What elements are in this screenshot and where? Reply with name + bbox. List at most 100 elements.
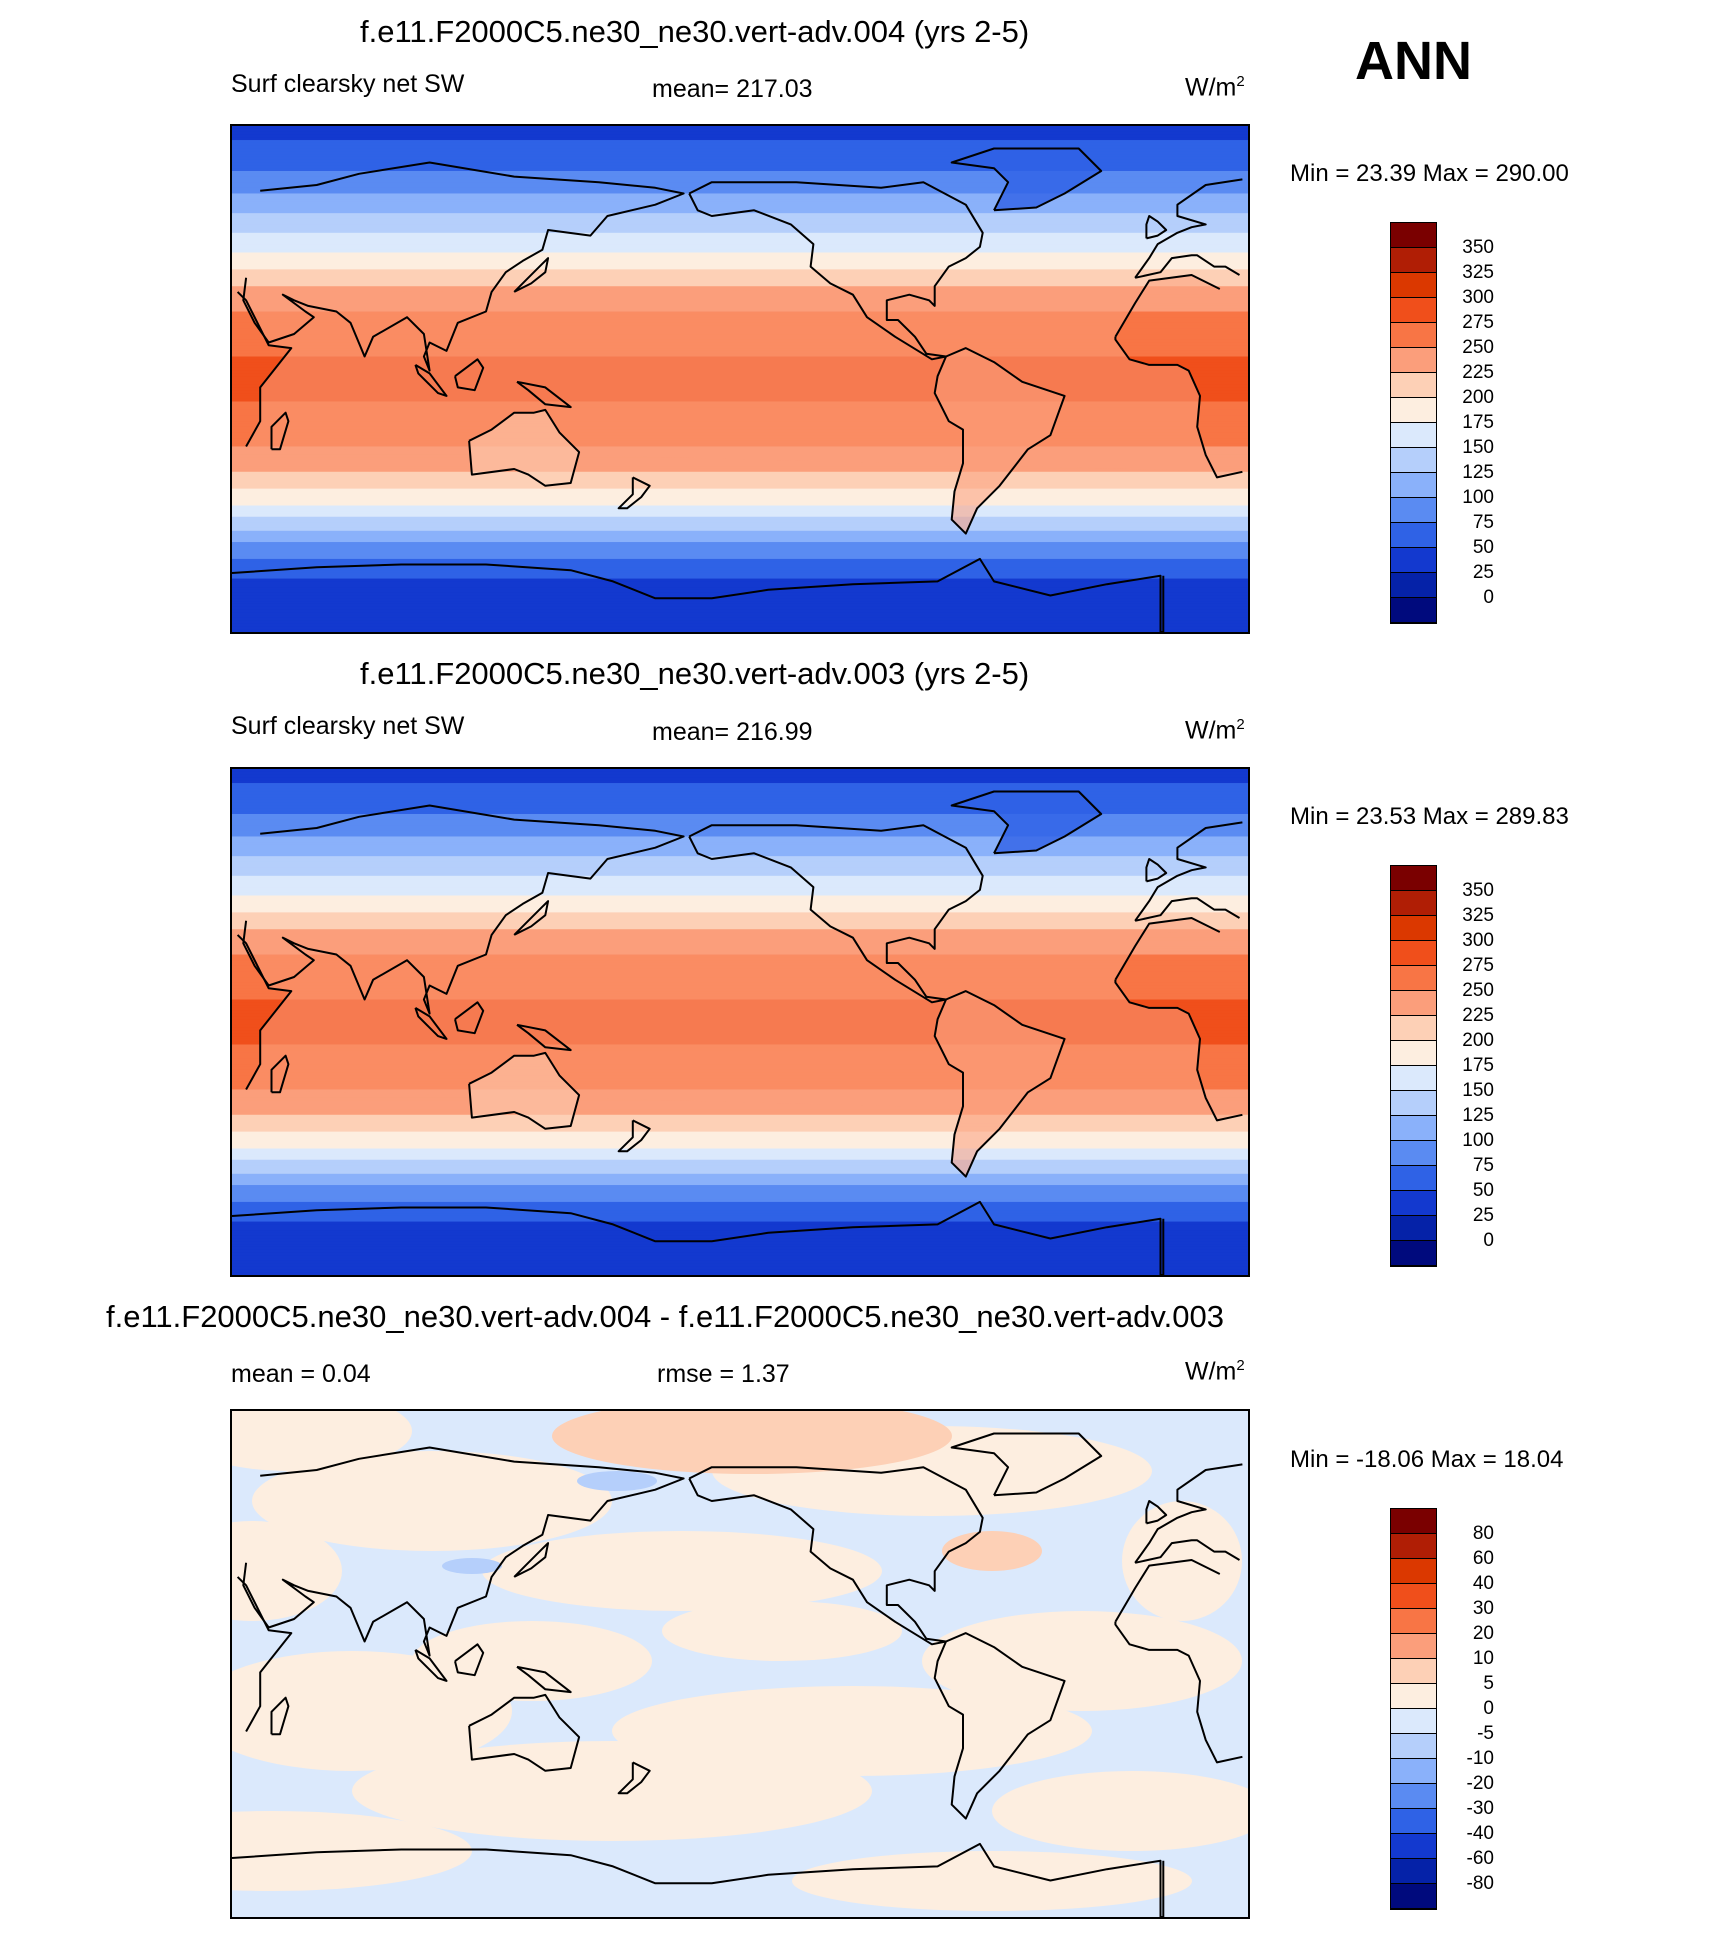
colorbar-tick-label: 30: [1472, 1598, 1494, 1619]
colorbar-swatch: [1391, 1534, 1436, 1559]
colorbar-tick-label: 60: [1472, 1548, 1494, 1569]
colorbar-tick-label: 50: [1472, 1180, 1494, 1201]
panel-2-colorbar: 350 325 300 275 250 225 200 175 150 125 100 75 50 25 0: [1390, 865, 1494, 1267]
colorbar-swatch: [1391, 1759, 1436, 1784]
panel-3-units: W/m2: [1185, 1357, 1245, 1386]
panel-2-units: W/m2: [1185, 716, 1245, 745]
colorbar-tick-label: 225: [1462, 362, 1494, 383]
colorbar-swatch: [1391, 598, 1436, 623]
colorbar-swatch: [1391, 1166, 1436, 1191]
panel-2-mean-label: mean= 216.99: [652, 718, 813, 746]
colorbar-tick-label: 75: [1472, 1155, 1494, 1176]
colorbar-swatch: [1391, 398, 1436, 423]
colorbar-swatch: [1391, 891, 1436, 916]
colorbar-swatch: [1391, 423, 1436, 448]
colorbar-tick-label: -60: [1466, 1848, 1494, 1869]
colorbar-swatch: [1391, 991, 1436, 1016]
colorbar-tick-label: 20: [1472, 1623, 1494, 1644]
colorbar-swatch: [1391, 1016, 1436, 1041]
colorbar-tick-label: -10: [1466, 1748, 1494, 1769]
colorbar-swatch: [1391, 248, 1436, 273]
colorbar-swatch: [1391, 1584, 1436, 1609]
colorbar-swatch: [1391, 1141, 1436, 1166]
panel-2-minmax: Min = 23.53 Max = 289.83: [1290, 803, 1569, 830]
colorbar-swatch: [1391, 523, 1436, 548]
panel-1-colorbar: 350 325 300 275 250 225 200 175 150 125 100 75 50 25 0: [1390, 222, 1494, 624]
colorbar-swatch: [1391, 323, 1436, 348]
colorbar-tick-label: 100: [1462, 487, 1494, 508]
colorbar-tick-label: 25: [1472, 562, 1494, 583]
colorbar-tick-label: 275: [1462, 312, 1494, 333]
colorbar-tick-label: 250: [1462, 980, 1494, 1001]
panel-1-units: W/m2: [1185, 73, 1245, 102]
colorbar-swatch: [1391, 348, 1436, 373]
colorbar-tick-label: 5: [1483, 1673, 1494, 1694]
colorbar-swatch: [1391, 1659, 1436, 1684]
colorbar-swatch: [1391, 1041, 1436, 1066]
colorbar-swatch: [1391, 1559, 1436, 1584]
colorbar-tick-label: 225: [1462, 1005, 1494, 1026]
colorbar-swatch: [1391, 573, 1436, 598]
panel-3-map: [230, 1409, 1250, 1919]
colorbar-tick-label: 200: [1462, 1030, 1494, 1051]
colorbar-swatch: [1391, 1784, 1436, 1809]
colorbar-swatch: [1391, 916, 1436, 941]
colorbar-swatch: [1391, 273, 1436, 298]
colorbar-swatch: [1391, 1809, 1436, 1834]
colorbar-tick-label: -20: [1466, 1773, 1494, 1794]
colorbar-swatch: [1391, 1066, 1436, 1091]
colorbar-tick-label: 100: [1462, 1130, 1494, 1151]
colorbar-swatch: [1391, 1216, 1436, 1241]
colorbar-swatch: [1391, 373, 1436, 398]
colorbar-tick-label: -40: [1466, 1823, 1494, 1844]
colorbar-swatch: [1391, 298, 1436, 323]
panel-2-variable-label: Surf clearsky net SW: [231, 712, 465, 740]
colorbar-swatch: [1391, 1734, 1436, 1759]
colorbar-tick-label: -5: [1477, 1723, 1494, 1744]
colorbar-swatch: [1391, 1709, 1436, 1734]
panel-3-colorbar: 80 60 40 30 20 10 5 0 -5 -10 -20 -30 -40 -60 -80: [1390, 1508, 1494, 1910]
colorbar-tick-label: 200: [1462, 387, 1494, 408]
colorbar-swatch: [1391, 1684, 1436, 1709]
colorbar-swatch: [1391, 1834, 1436, 1859]
colorbar-swatch: [1391, 548, 1436, 573]
colorbar-tick-label: 80: [1472, 1523, 1494, 1544]
colorbar-swatch: [1391, 448, 1436, 473]
colorbar-swatch: [1391, 1191, 1436, 1216]
panel-3-mean-label: mean = 0.04: [231, 1360, 371, 1388]
panel-1-mean-label: mean= 217.03: [652, 75, 813, 103]
colorbar-swatch: [1391, 1091, 1436, 1116]
colorbar-swatch: [1391, 866, 1436, 891]
colorbar-swatch: [1391, 1634, 1436, 1659]
colorbar-tick-label: 0: [1483, 587, 1494, 608]
colorbar-tick-label: 0: [1483, 1698, 1494, 1719]
colorbar-tick-label: 125: [1462, 1105, 1494, 1126]
colorbar-swatch: [1391, 966, 1436, 991]
colorbar-tick-label: 275: [1462, 955, 1494, 976]
colorbar-swatch: [1391, 1241, 1436, 1266]
colorbar-tick-label: 350: [1462, 880, 1494, 901]
colorbar-tick-label: 150: [1462, 1080, 1494, 1101]
panel-2-title: f.e11.F2000C5.ne30_ne30.vert-adv.003 (yr…: [360, 656, 1030, 691]
panel-1-map: [230, 124, 1250, 634]
colorbar-swatch: [1391, 1884, 1436, 1909]
colorbar-tick-label: 300: [1462, 287, 1494, 308]
colorbar-swatch: [1391, 223, 1436, 248]
colorbar-tick-label: 40: [1472, 1573, 1494, 1594]
colorbar-tick-label: 250: [1462, 337, 1494, 358]
colorbar-tick-label: 175: [1462, 1055, 1494, 1076]
colorbar-tick-label: 175: [1462, 412, 1494, 433]
panel-1-title: f.e11.F2000C5.ne30_ne30.vert-adv.004 (yr…: [360, 14, 1030, 49]
colorbar-tick-label: 325: [1462, 262, 1494, 283]
colorbar-tick-label: 150: [1462, 437, 1494, 458]
panel-2-map: [230, 767, 1250, 1277]
colorbar-swatch: [1391, 498, 1436, 523]
colorbar-swatch: [1391, 1859, 1436, 1884]
colorbar-swatch: [1391, 1609, 1436, 1634]
panel-3-rmse-label: rmse = 1.37: [657, 1360, 790, 1388]
season-label: ANN: [1355, 31, 1472, 91]
panel-1-variable-label: Surf clearsky net SW: [231, 70, 465, 98]
panel-3-minmax: Min = -18.06 Max = 18.04: [1290, 1446, 1564, 1473]
colorbar-tick-label: 50: [1472, 537, 1494, 558]
colorbar-swatch: [1391, 941, 1436, 966]
